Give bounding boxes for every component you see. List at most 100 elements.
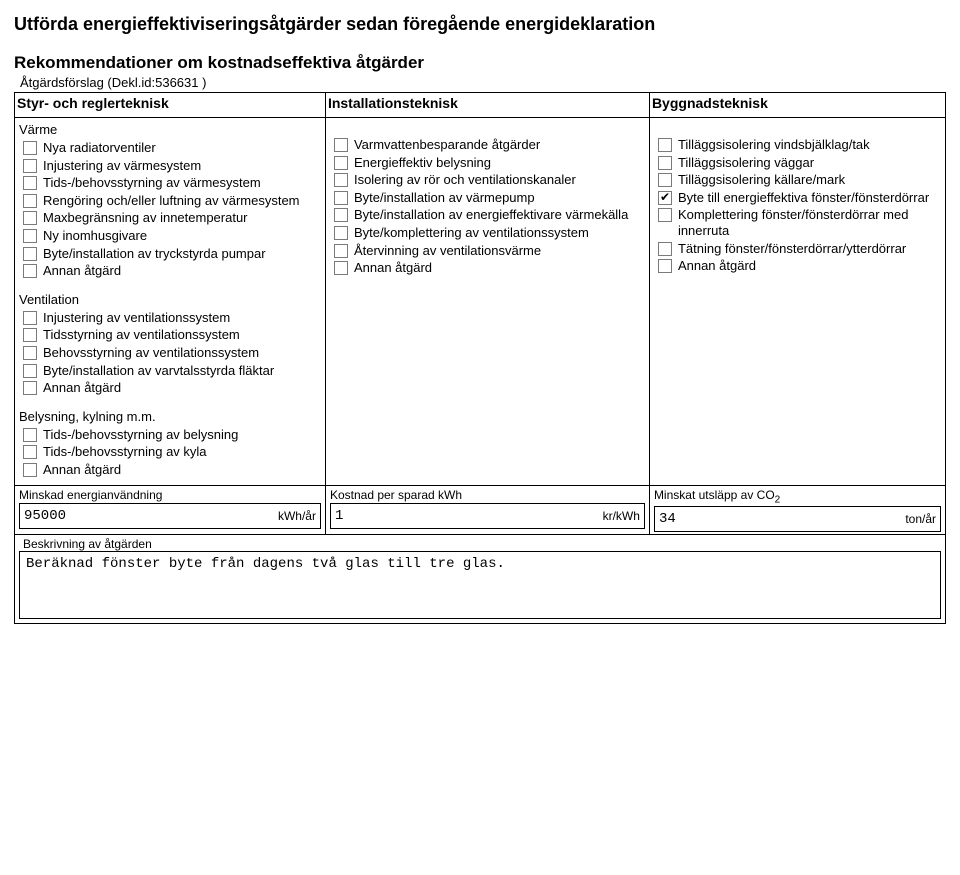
- checkbox-label: Byte/installation av värmepump: [354, 190, 647, 206]
- checkbox-row: Annan åtgärd: [17, 461, 323, 479]
- r3-sub: 2: [775, 494, 781, 505]
- checkbox-row: Annan åtgärd: [17, 262, 323, 280]
- checkbox-row: Byte/installation av värmepump: [328, 189, 647, 207]
- desc-box: Beräknad fönster byte från dagens två gl…: [19, 551, 941, 619]
- checkbox[interactable]: [658, 138, 672, 152]
- checkbox-label: Tids-/behovsstyrning av belysning: [43, 427, 323, 443]
- r2-label: Kostnad per sparad kWh: [330, 488, 645, 502]
- r2-box: 1 kr/kWh: [330, 503, 645, 529]
- checkbox[interactable]: [23, 176, 37, 190]
- checkbox-row: Tidsstyrning av ventilationssystem: [17, 326, 323, 344]
- checkbox[interactable]: [23, 211, 37, 225]
- checkbox-label: Behovsstyrning av ventilationssystem: [43, 345, 323, 361]
- checkbox-label: Tätning fönster/fönsterdörrar/ytterdörra…: [678, 241, 943, 257]
- checkbox-label: Varmvattenbesparande åtgärder: [354, 137, 647, 153]
- checkbox-label: Maxbegränsning av innetemperatur: [43, 210, 323, 226]
- sub-line: Åtgärdsförslag (Dekl.id:536631 ): [20, 75, 946, 90]
- checkbox-label: Komplettering fönster/fönsterdörrar med …: [678, 207, 943, 238]
- checkbox[interactable]: [658, 191, 672, 205]
- checkbox[interactable]: [334, 244, 348, 258]
- checkbox-row: Tids-/behovsstyrning av kyla: [17, 443, 323, 461]
- checkbox-label: Byte/installation av varvtalsstyrda fläk…: [43, 363, 323, 379]
- checkbox-label: Energieffektiv belysning: [354, 155, 647, 171]
- checkbox[interactable]: [334, 261, 348, 275]
- checkbox-row: Isolering av rör och ventilationskanaler: [328, 171, 647, 189]
- col2-header: Installationsteknisk: [325, 93, 649, 118]
- checkbox-label: Annan åtgärd: [43, 263, 323, 279]
- checkbox[interactable]: [23, 364, 37, 378]
- checkbox[interactable]: [23, 141, 37, 155]
- r2-unit: kr/kWh: [603, 509, 640, 523]
- checkbox-row: Byte/installation av varvtalsstyrda fläk…: [17, 362, 323, 380]
- checkbox-label: Annan åtgärd: [678, 258, 943, 274]
- col1-cell: Värme Nya radiatorventiler Injustering av…: [15, 118, 326, 486]
- checkbox-row: Annan åtgärd: [652, 257, 943, 275]
- checkbox-label: Ny inomhusgivare: [43, 228, 323, 244]
- checkbox-row: Behovsstyrning av ventilationssystem: [17, 344, 323, 362]
- checkbox[interactable]: [23, 328, 37, 342]
- checkbox-row: Maxbegränsning av innetemperatur: [17, 209, 323, 227]
- r3-unit: ton/år: [905, 512, 936, 526]
- checkbox[interactable]: [23, 428, 37, 442]
- group-varme: Värme: [17, 120, 323, 139]
- r1-unit: kWh/år: [278, 509, 316, 523]
- col1-vent-list: Injustering av ventilationssystemTidssty…: [17, 309, 323, 397]
- r1-value: 95000: [24, 508, 66, 524]
- checkbox[interactable]: [23, 247, 37, 261]
- r3-label-text: Minskat utsläpp av CO: [654, 488, 775, 502]
- checkbox[interactable]: [23, 229, 37, 243]
- checkbox-label: Annan åtgärd: [43, 380, 323, 396]
- checkbox[interactable]: [23, 445, 37, 459]
- checkbox-row: Tilläggsisolering väggar: [652, 154, 943, 172]
- group-vent: Ventilation: [17, 290, 323, 309]
- checkbox[interactable]: [334, 226, 348, 240]
- checkbox[interactable]: [334, 208, 348, 222]
- checkbox[interactable]: [23, 311, 37, 325]
- col2-cell: Varmvattenbesparande åtgärder Energieffek…: [325, 118, 649, 486]
- checkbox-label: Annan åtgärd: [354, 260, 647, 276]
- page-heading-2: Rekommendationer om kostnadseffektiva åt…: [14, 53, 946, 73]
- checkbox-row: Annan åtgärd: [328, 259, 647, 277]
- col1-varme-list: Nya radiatorventiler Injustering av värme…: [17, 139, 323, 280]
- checkbox-label: Tilläggsisolering källare/mark: [678, 172, 943, 188]
- checkbox-row: Byte/installation av tryckstyrda pumpar: [17, 245, 323, 263]
- checkbox-label: Injustering av värmesystem: [43, 158, 323, 174]
- checkbox-row: Tilläggsisolering källare/mark: [652, 171, 943, 189]
- checkbox[interactable]: [658, 208, 672, 222]
- checkbox-label: Byte till energieffektiva fönster/fönste…: [678, 190, 943, 206]
- checkbox-label: Byte/installation av tryckstyrda pumpar: [43, 246, 323, 262]
- checkbox-label: Injustering av ventilationssystem: [43, 310, 323, 326]
- checkbox[interactable]: [658, 173, 672, 187]
- checkbox[interactable]: [23, 346, 37, 360]
- checkbox[interactable]: [334, 173, 348, 187]
- checkbox-label: Nya radiatorventiler: [43, 140, 323, 156]
- checkbox[interactable]: [334, 156, 348, 170]
- col3-header: Byggnadsteknisk: [649, 93, 945, 118]
- col1-header: Styr- och reglerteknisk: [15, 93, 326, 118]
- checkbox[interactable]: [23, 381, 37, 395]
- col3-list: Tilläggsisolering vindsbjälklag/takTillä…: [652, 136, 943, 275]
- col1-bely-list: Tids-/behovsstyrning av belysningTids-/b…: [17, 426, 323, 479]
- checkbox[interactable]: [23, 159, 37, 173]
- checkbox-row: Komplettering fönster/fönsterdörrar med …: [652, 206, 943, 239]
- checkbox[interactable]: [658, 259, 672, 273]
- checkbox[interactable]: [334, 191, 348, 205]
- checkbox[interactable]: [23, 194, 37, 208]
- col3-cell: Tilläggsisolering vindsbjälklag/takTillä…: [649, 118, 945, 486]
- r3-label: Minskat utsläpp av CO2: [654, 488, 941, 505]
- checkbox[interactable]: [334, 138, 348, 152]
- checkbox-row: Energieffektiv belysning: [328, 154, 647, 172]
- checkbox-label: Rengöring och/eller luftning av värmesys…: [43, 193, 323, 209]
- checkbox-label: Byte/komplettering av ventilationssystem: [354, 225, 647, 241]
- checkbox-row: Varmvattenbesparande åtgärder: [328, 136, 647, 154]
- checkbox[interactable]: [23, 463, 37, 477]
- checkbox-row: Annan åtgärd: [17, 379, 323, 397]
- checkbox[interactable]: [23, 264, 37, 278]
- checkbox[interactable]: [658, 242, 672, 256]
- checkbox[interactable]: [658, 156, 672, 170]
- result-2: Kostnad per sparad kWh 1 kr/kWh: [325, 485, 649, 534]
- checkbox-row: Återvinning av ventilationsvärme: [328, 242, 647, 260]
- checkbox-label: Tids-/behovsstyrning av kyla: [43, 444, 323, 460]
- result-1: Minskad energianvändning 95000 kWh/år: [15, 485, 326, 534]
- checkbox-label: Tilläggsisolering vindsbjälklag/tak: [678, 137, 943, 153]
